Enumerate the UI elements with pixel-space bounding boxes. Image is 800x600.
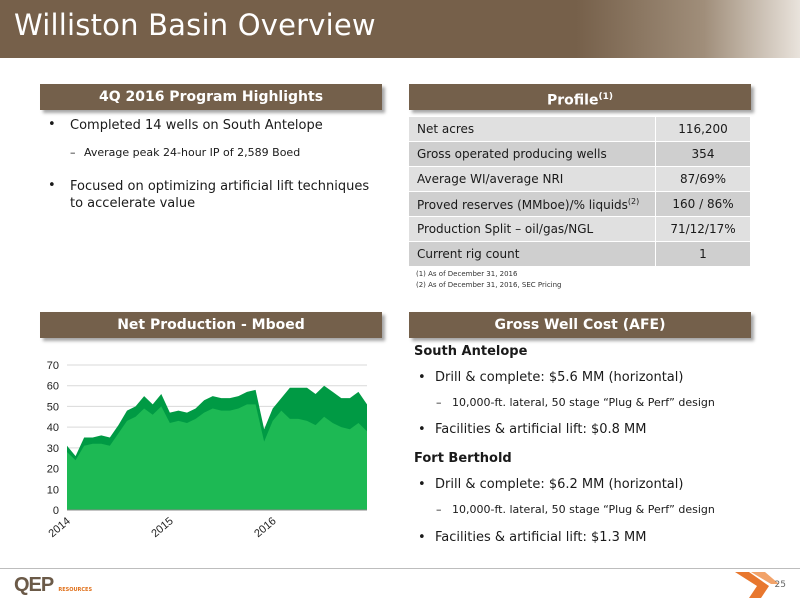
x-tick-label: 2016 xyxy=(252,515,278,540)
profile-banner: Profile(1) xyxy=(409,84,751,110)
page-number: 25 xyxy=(774,580,786,590)
y-tick-label: 0 xyxy=(53,505,59,517)
area-series-1 xyxy=(67,404,367,510)
bullet-icon: • xyxy=(48,178,56,193)
footer-divider xyxy=(0,568,800,569)
arrow-logo-icon xyxy=(735,572,779,598)
dash-icon: – xyxy=(436,503,442,516)
bullet-icon: • xyxy=(418,477,426,492)
table-row: Proved reserves (MMboe)/% liquids(2) 160 … xyxy=(408,191,751,217)
gwc-bullet: Drill & complete: $6.2 MM (horizontal) xyxy=(435,477,684,492)
y-tick-label: 10 xyxy=(47,484,59,496)
title-bar: Williston Basin Overview xyxy=(0,0,800,58)
dash-icon: – xyxy=(70,146,76,159)
table-row: Production Split – oil/gas/NGL 71/12/17% xyxy=(408,216,751,242)
highlight-bullet: Focused on optimizing artificial lift te… xyxy=(70,179,370,194)
y-tick-label: 30 xyxy=(47,443,59,455)
table-row: Current rig count 1 xyxy=(408,241,751,267)
bullet-icon: • xyxy=(418,422,426,437)
gwc-bullet: Facilities & artificial lift: $1.3 MM xyxy=(435,530,647,545)
gwc-bullet: Facilities & artificial lift: $0.8 MM xyxy=(435,422,647,437)
production-chart: 0 10 20 30 40 50 60 70 2014 2015 2016 xyxy=(46,360,367,540)
profile-table: Net acres 116,200 Gross operated producin… xyxy=(408,116,751,267)
table-row: Average WI/average NRI 87/69% xyxy=(408,166,751,192)
y-tick-label: 60 xyxy=(47,381,59,393)
bullet-icon: • xyxy=(418,530,426,545)
company-logo: QEP RESOURCES xyxy=(14,574,93,596)
y-tick-label: 40 xyxy=(47,422,59,434)
section-title: Fort Berthold xyxy=(414,451,512,466)
highlights-banner: 4Q 2016 Program Highlights xyxy=(40,84,382,110)
highlight-bullet-cont: to accelerate value xyxy=(70,196,196,211)
table-row: Net acres 116,200 xyxy=(408,116,751,142)
dash-icon: – xyxy=(436,396,442,409)
x-tick-label: 2015 xyxy=(149,515,175,540)
gwc-bullet: Drill & complete: $5.6 MM (horizontal) xyxy=(435,370,684,385)
highlight-bullet: Completed 14 wells on South Antelope xyxy=(70,118,323,133)
page-title: Williston Basin Overview xyxy=(14,8,376,42)
highlight-sub: Average peak 24-hour IP of 2,589 Boed xyxy=(84,146,301,159)
y-tick-label: 70 xyxy=(47,360,59,372)
gwc-sub: 10,000-ft. lateral, 50 stage “Plug & Per… xyxy=(452,503,715,516)
production-banner: Net Production - Mboed xyxy=(40,312,382,338)
x-tick-label: 2014 xyxy=(46,515,72,540)
y-tick-label: 20 xyxy=(47,464,59,476)
gwc-sub: 10,000-ft. lateral, 50 stage “Plug & Per… xyxy=(452,396,715,409)
footnote: (1) As of December 31, 2016 xyxy=(416,270,518,278)
bullet-icon: • xyxy=(48,117,56,132)
bullet-icon: • xyxy=(418,370,426,385)
footnote: (2) As of December 31, 2016, SEC Pricing xyxy=(416,281,562,289)
section-title: South Antelope xyxy=(414,344,528,359)
table-row: Gross operated producing wells 354 xyxy=(408,141,751,167)
gwc-banner: Gross Well Cost (AFE) xyxy=(409,312,751,338)
y-tick-label: 50 xyxy=(47,401,59,413)
